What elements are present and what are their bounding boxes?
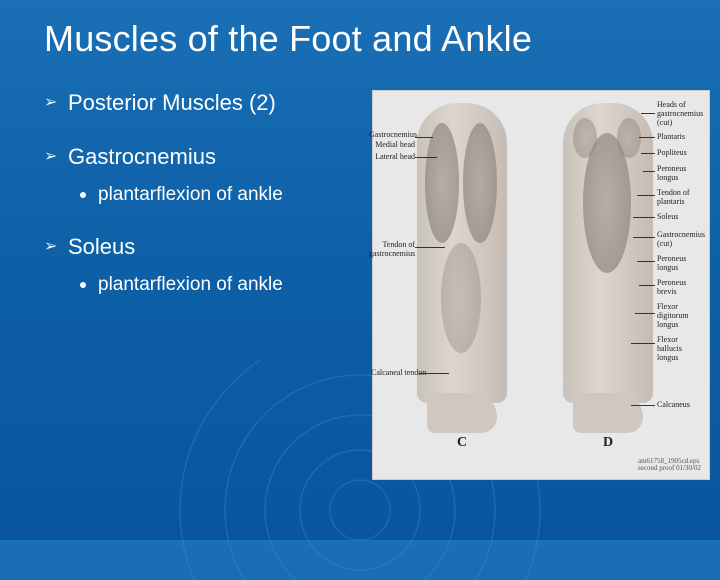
figure-caption: am61758_1905cd.eps second proof 01/30/02 <box>638 458 701 473</box>
bullet-item: Posterior Muscles (2) <box>44 90 364 116</box>
anno-label: Calcaneus <box>657 401 690 409</box>
slide-content: Posterior Muscles (2) Gastrocnemius plan… <box>0 60 720 480</box>
anno-label: longus <box>657 264 678 272</box>
slide-title: Muscles of the Foot and Ankle <box>0 0 720 60</box>
sub-bullet-label: plantarflexion of ankle <box>98 184 283 205</box>
anno-label: (cut) <box>657 119 672 127</box>
anno-label: plantaris <box>657 198 685 206</box>
anatomy-figure: Gastrocnemius Medial head Lateral head T… <box>372 90 710 480</box>
anno-label: gastrocnemius <box>369 250 415 258</box>
sub-bullet-item: plantarflexion of ankle <box>68 274 364 296</box>
sub-bullet-item: plantarflexion of ankle <box>68 184 364 206</box>
anno-label: Medial head <box>369 141 415 149</box>
leg-panel-c <box>417 103 507 403</box>
sub-bullet-label: plantarflexion of ankle <box>98 274 283 295</box>
anno-label: Plantaris <box>657 133 685 141</box>
anno-label: brevis <box>657 288 677 296</box>
bullet-label: Posterior Muscles (2) <box>68 90 276 115</box>
panel-label-d: D <box>603 435 613 451</box>
panel-label-c: C <box>457 435 467 451</box>
anno-label: longus <box>657 354 678 362</box>
bullet-item: Gastrocnemius plantarflexion of ankle <box>44 144 364 206</box>
bullet-label: Gastrocnemius <box>68 144 216 169</box>
anno-label: (cut) <box>657 240 672 248</box>
anno-label: Popliteus <box>657 149 687 157</box>
bullet-item: Soleus plantarflexion of ankle <box>44 234 364 296</box>
bullet-label: Soleus <box>68 234 135 259</box>
anno-label: Soleus <box>657 213 678 221</box>
anno-label: Calcaneal tendon <box>371 369 419 377</box>
anno-label: Gastrocnemius <box>369 131 415 139</box>
text-column: Posterior Muscles (2) Gastrocnemius plan… <box>44 90 364 480</box>
leg-panel-d <box>563 103 653 403</box>
anno-label: Lateral head <box>369 153 415 161</box>
anno-label: longus <box>657 174 678 182</box>
anno-label: longus <box>657 321 678 329</box>
bullet-list: Posterior Muscles (2) Gastrocnemius plan… <box>44 90 364 296</box>
